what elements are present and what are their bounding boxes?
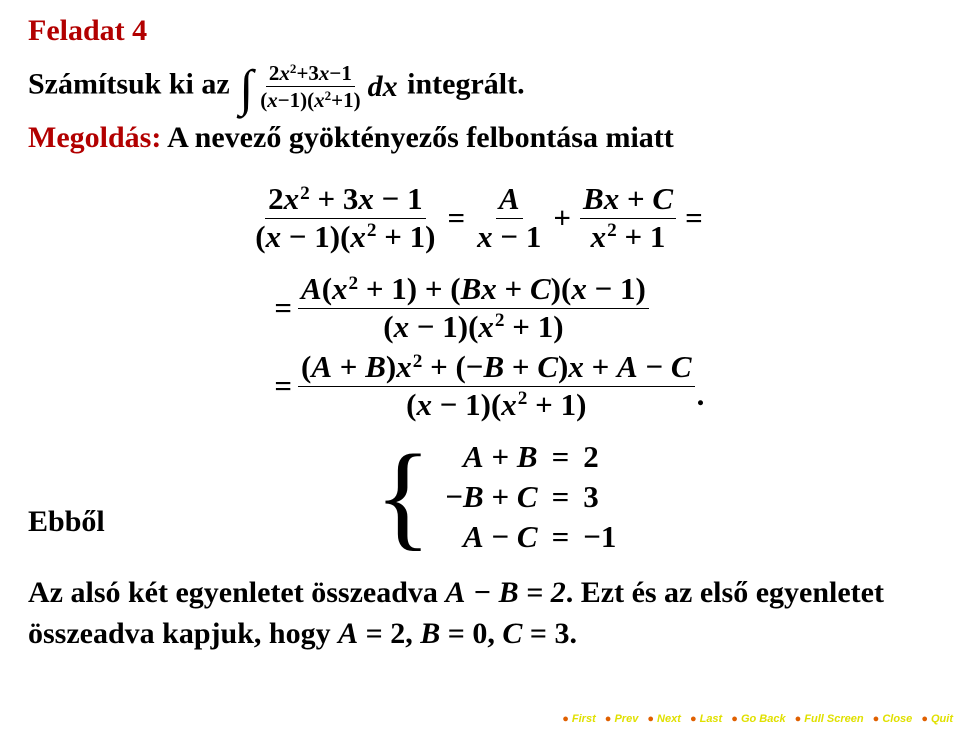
- sys-lhs-2: −B + C: [445, 479, 537, 515]
- dx: dx: [368, 70, 398, 104]
- nav-next[interactable]: Next: [657, 713, 681, 725]
- intro-line: Számítsuk ki az ∫ 2x2+3x−1 (x−1)(x2+1) d…: [28, 62, 932, 111]
- nav-goback[interactable]: Go Back: [741, 713, 786, 725]
- bullet-icon: ●: [690, 713, 697, 725]
- sys-lhs-1: A + B: [445, 439, 537, 475]
- footer-nav: ●First ●Prev ●Next ●Last ●Go Back ●Full …: [557, 713, 954, 725]
- final-part3: .: [569, 617, 577, 650]
- intro-suffix: integrált.: [407, 67, 524, 100]
- bullet-icon: ●: [921, 713, 928, 725]
- sys-lhs-3: A − C: [445, 519, 537, 555]
- nav-first[interactable]: First: [572, 713, 596, 725]
- exercise-heading: Feladat 4: [28, 14, 932, 48]
- sys-rhs-1: 2: [583, 439, 616, 475]
- display-eq-partial-fraction: 2x2 + 3x − 1 (x − 1)(x2 + 1) = A x − 1 +…: [28, 183, 932, 253]
- nav-prev[interactable]: Prev: [614, 713, 638, 725]
- intro-prefix: Számítsuk ki az: [28, 67, 237, 100]
- bullet-icon: ●: [605, 713, 612, 725]
- aligned-expansion: = A(x2 + 1) + (Bx + C)(x − 1) (x − 1)(x2…: [258, 273, 932, 421]
- integral-numerator: 2x2+3x−1: [266, 62, 355, 87]
- integral-expression: ∫ 2x2+3x−1 (x−1)(x2+1) dx: [237, 62, 399, 111]
- nav-quit[interactable]: Quit: [931, 713, 953, 725]
- bullet-icon: ●: [795, 713, 802, 725]
- final-eq1: A − B = 2: [445, 576, 565, 609]
- final-eq2: A = 2, B = 0, C = 3: [338, 617, 569, 650]
- final-part1: Az alsó két egyenletet összeadva: [28, 576, 445, 609]
- bullet-icon: ●: [562, 713, 569, 725]
- aligned-row-2: = (A + B)x2 + (−B + C)x + A − C (x − 1)(…: [258, 351, 932, 421]
- system-row: Ebből { A + B = 2 −B + C = 3 A − C = −1: [28, 429, 932, 555]
- sys-rhs-3: −1: [583, 519, 616, 555]
- megoldas-rest: A nevező gyöktényezős felbontása miatt: [161, 121, 673, 154]
- nav-last[interactable]: Last: [700, 713, 723, 725]
- bullet-icon: ●: [647, 713, 654, 725]
- integral-denominator: (x−1)(x2+1): [257, 87, 363, 111]
- equation-system: { A + B = 2 −B + C = 3 A − C = −1: [375, 439, 617, 555]
- bullet-icon: ●: [731, 713, 738, 725]
- sys-rhs-2: 3: [583, 479, 616, 515]
- aligned-row-1: = A(x2 + 1) + (Bx + C)(x − 1) (x − 1)(x2…: [258, 273, 932, 343]
- nav-fullscreen[interactable]: Full Screen: [804, 713, 863, 725]
- final-paragraph: Az alsó két egyenletet összeadva A − B =…: [28, 573, 932, 654]
- ebbol-label: Ebből: [28, 505, 105, 555]
- solution-line: Megoldás: A nevező gyöktényezős felbontá…: [28, 121, 932, 155]
- left-brace-icon: {: [375, 455, 432, 538]
- bullet-icon: ●: [873, 713, 880, 725]
- nav-close[interactable]: Close: [882, 713, 912, 725]
- megoldas-label: Megoldás:: [28, 121, 161, 154]
